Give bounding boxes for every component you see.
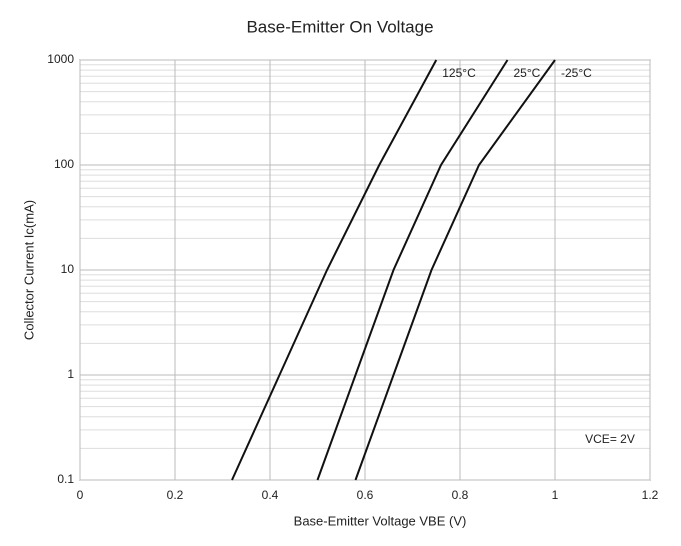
y-tick-label: 100 [54, 157, 74, 171]
y-tick-label: 0.1 [57, 472, 74, 486]
legend-label: 25°C [514, 66, 541, 80]
y-axis-title: Collector Current Ic(mA) [21, 200, 36, 340]
series-line [316, 59, 509, 481]
x-tick-label: 1 [552, 488, 559, 502]
x-tick-label: 0.4 [262, 488, 279, 502]
series-line [354, 59, 556, 481]
y-tick-label: 1 [67, 367, 74, 381]
x-tick-label: 1.2 [642, 488, 659, 502]
x-tick-label: 0.2 [167, 488, 184, 502]
chart-title: Base-Emitter On Voltage [246, 17, 433, 36]
annotation: VCE= 2V [585, 432, 635, 446]
x-tick-label: 0.8 [452, 488, 469, 502]
x-axis-title: Base-Emitter Voltage VBE (V) [294, 513, 467, 528]
legend-label: 125°C [442, 66, 476, 80]
legend-label: -25°C [561, 66, 592, 80]
y-tick-label: 10 [61, 262, 75, 276]
x-tick-label: 0.6 [357, 488, 374, 502]
series-line [231, 59, 438, 481]
y-tick-label: 1000 [47, 52, 74, 66]
x-tick-label: 0 [77, 488, 84, 502]
